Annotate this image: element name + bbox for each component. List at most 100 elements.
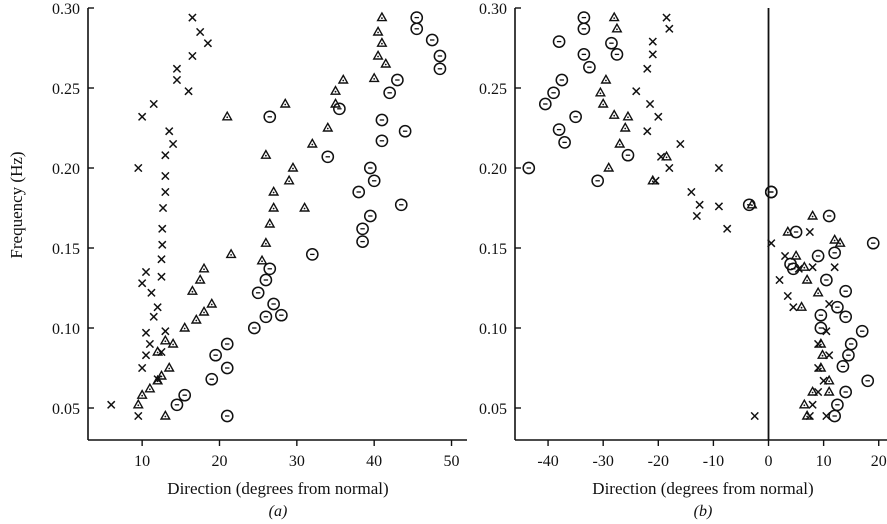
circle-point xyxy=(839,284,853,298)
cross-point xyxy=(157,272,166,281)
circle-point xyxy=(391,73,404,87)
cross-point xyxy=(687,187,696,197)
x-tick-label: 50 xyxy=(444,453,460,470)
circle-point xyxy=(828,246,841,260)
circle-point xyxy=(811,249,825,263)
x-tick-label: -30 xyxy=(593,453,614,470)
y-tick-label: 0.05 xyxy=(479,401,507,418)
cross-point xyxy=(692,211,701,221)
circle-point xyxy=(259,273,273,287)
triangle-point xyxy=(647,174,659,185)
triangle-point xyxy=(190,313,202,324)
triangle-point xyxy=(283,174,295,185)
cross-point xyxy=(141,351,151,360)
x-tick-label: -20 xyxy=(648,453,669,470)
cross-point xyxy=(134,163,143,173)
triangle-point xyxy=(801,273,813,284)
cross-point xyxy=(188,13,197,22)
circle-point xyxy=(610,48,624,61)
triangle-point xyxy=(608,109,620,119)
triangle-point xyxy=(603,161,615,172)
cross-point xyxy=(153,303,162,312)
y-tick-label: 0.10 xyxy=(52,321,80,338)
circle-point xyxy=(394,198,408,212)
y-tick-label: 0.20 xyxy=(479,161,507,178)
panel-b-x-axis-title: Direction (degrees from normal) xyxy=(592,479,813,498)
circle-point xyxy=(569,110,582,124)
circle-point xyxy=(839,385,853,399)
triangle-point xyxy=(812,286,824,297)
triangle-point xyxy=(372,25,384,36)
circle-point xyxy=(558,136,571,149)
cross-point xyxy=(138,279,147,288)
panel-a-y-axis-title: Frequency (Hz) xyxy=(7,151,26,258)
cross-point xyxy=(805,227,814,237)
cross-point xyxy=(648,50,657,59)
triangle-point xyxy=(600,73,612,84)
circle-point xyxy=(170,398,184,412)
cross-point xyxy=(643,127,652,136)
y-tick-label: 0.05 xyxy=(52,401,80,418)
triangle-point xyxy=(376,11,388,22)
chart-panel-a: 10 20 30 40 50 0.05 0.10 0.15 0.20 0.25 0.30 Frequ… xyxy=(7,1,467,520)
cross-point xyxy=(830,263,839,272)
cross-point xyxy=(789,303,798,312)
triangle-point xyxy=(622,110,634,121)
circle-point xyxy=(209,348,222,362)
triangle-point xyxy=(299,201,311,212)
circle-point xyxy=(789,225,803,239)
cross-point xyxy=(138,363,147,373)
triangle-point xyxy=(817,349,829,359)
triangle-point xyxy=(159,334,171,345)
triangle-point xyxy=(306,137,318,148)
triangle-point xyxy=(372,49,384,60)
circle-point xyxy=(275,308,288,322)
x-tick-label: -40 xyxy=(537,453,558,470)
circle-point xyxy=(844,337,858,351)
cross-point xyxy=(665,24,674,33)
triangle-point xyxy=(163,361,175,372)
circle-point xyxy=(263,262,277,276)
cross-point xyxy=(695,200,704,209)
circle-point xyxy=(363,161,377,175)
x-tick-label: 20 xyxy=(871,453,887,470)
circle-point xyxy=(842,348,855,362)
triangle-point xyxy=(155,369,167,380)
circle-point xyxy=(861,374,875,388)
circle-point xyxy=(814,308,828,322)
circle-point xyxy=(831,398,844,412)
cross-point xyxy=(157,255,166,264)
cross-point xyxy=(780,251,790,261)
cross-point xyxy=(138,112,147,121)
triangle-point xyxy=(136,389,148,399)
y-tick-label: 0.15 xyxy=(52,241,80,258)
circle-point xyxy=(538,97,552,111)
circle-point xyxy=(552,123,566,136)
triangle-point xyxy=(829,233,841,244)
circle-point xyxy=(220,337,234,351)
circle-point xyxy=(836,360,850,373)
cross-point xyxy=(147,288,156,297)
triangle-point xyxy=(807,209,819,220)
y-tick-label: 0.25 xyxy=(479,81,507,98)
triangle-point xyxy=(608,11,620,22)
triangle-point xyxy=(807,385,819,396)
circle-point xyxy=(383,86,397,100)
circle-point xyxy=(786,262,800,276)
circle-point xyxy=(305,248,319,261)
cross-point xyxy=(172,75,182,85)
cross-point xyxy=(141,328,151,337)
circle-point xyxy=(742,198,756,212)
triangle-point xyxy=(260,149,272,159)
circle-point xyxy=(375,134,389,148)
cross-point xyxy=(662,13,671,22)
triangle-point xyxy=(330,85,342,95)
triangle-point xyxy=(834,237,846,247)
cross-point xyxy=(158,240,167,249)
circle-point xyxy=(220,409,234,423)
triangle-point xyxy=(152,374,164,385)
triangle-point xyxy=(815,337,827,348)
triangle-point xyxy=(256,254,268,265)
cross-point xyxy=(203,39,213,48)
triangle-point xyxy=(368,72,380,83)
